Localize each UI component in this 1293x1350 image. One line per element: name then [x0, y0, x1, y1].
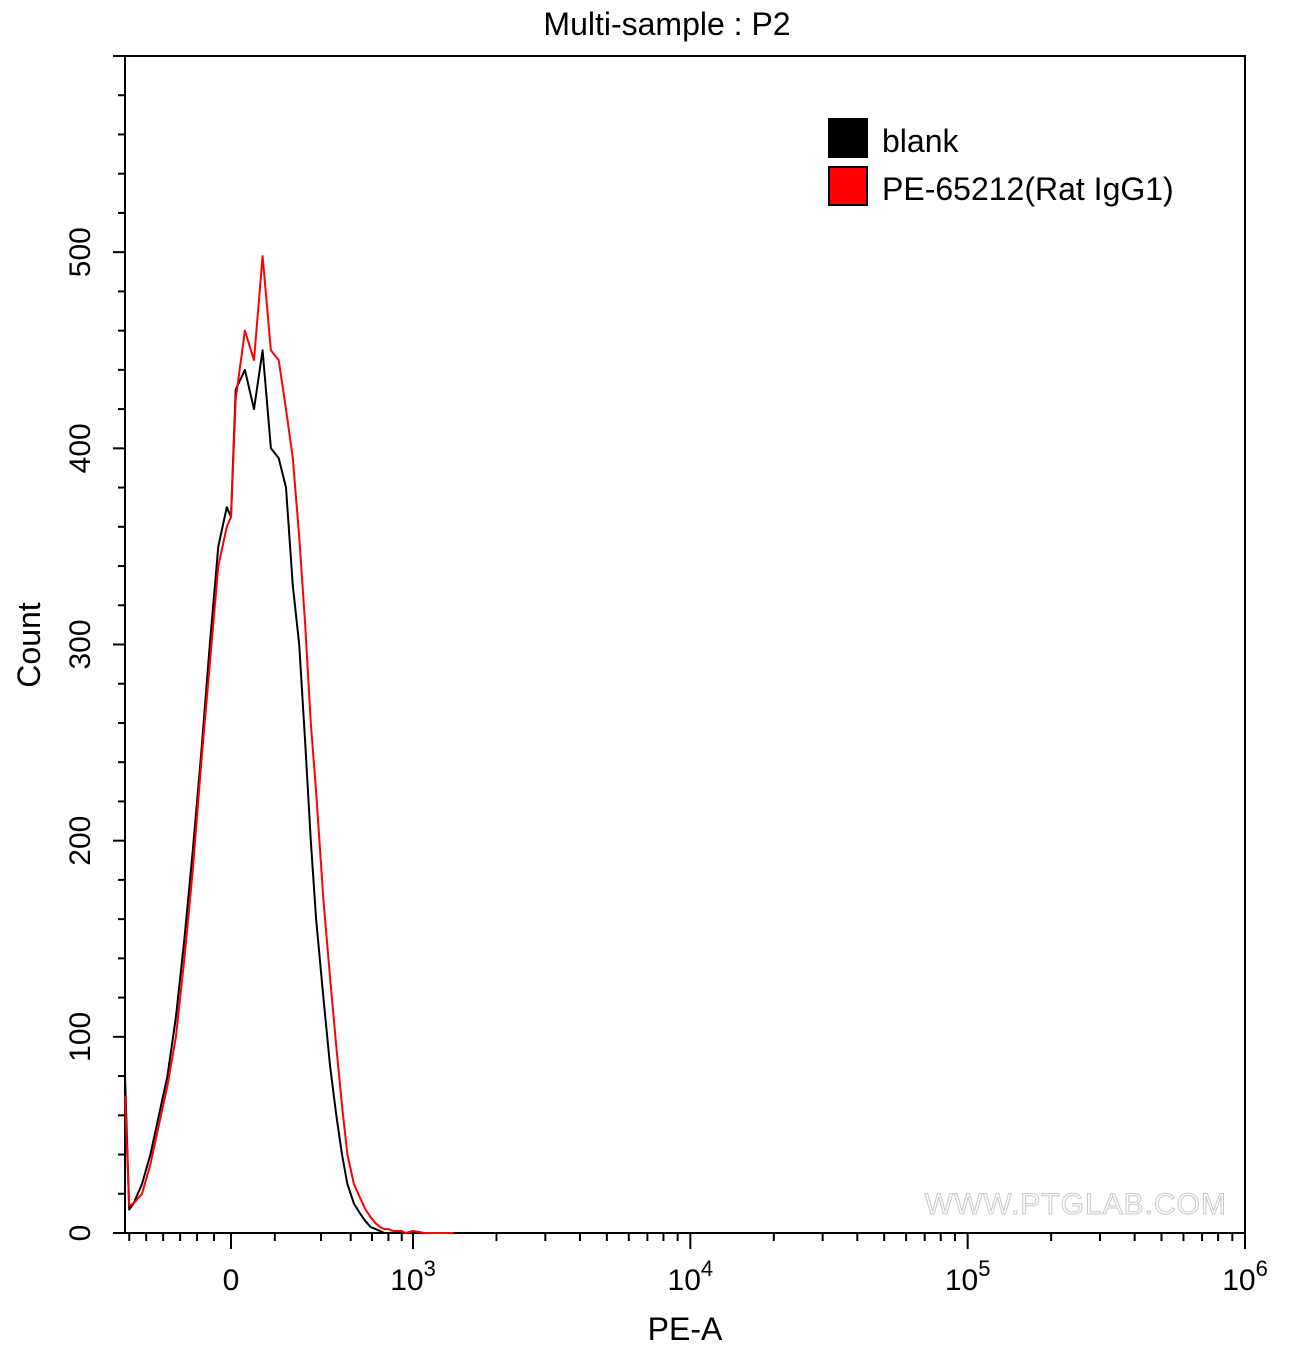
legend-label-pe: PE-65212(Rat IgG1)	[882, 171, 1174, 207]
x-tick-label: 103	[390, 1256, 436, 1297]
y-axis-label: Count	[11, 602, 47, 688]
series-line-1	[124, 255, 454, 1234]
legend-swatch-blank	[828, 118, 868, 158]
y-tick-label: 500	[64, 227, 97, 277]
x-tick-label: 0	[223, 1264, 240, 1297]
series-line-0	[124, 349, 406, 1234]
x-tick-label: 106	[1222, 1256, 1268, 1297]
legend-label-blank: blank	[882, 123, 960, 159]
legend: blank PE-65212(Rat IgG1)	[828, 118, 1174, 207]
y-axis: 0 100 200 300 400 500	[64, 55, 125, 1242]
y-tick-label: 100	[64, 1012, 97, 1062]
x-tick-label: 105	[945, 1256, 991, 1297]
series-layer	[124, 255, 454, 1234]
x-tick-label: 104	[668, 1256, 714, 1297]
chart-title: Multi-sample : P2	[543, 6, 790, 42]
y-tick-label: 400	[64, 423, 97, 473]
x-axis-label: PE-A	[648, 1311, 723, 1347]
watermark: WWW.PTGLAB.COM	[925, 1188, 1227, 1221]
y-tick-label: 200	[64, 816, 97, 866]
legend-swatch-pe	[828, 166, 868, 206]
x-axis: 0 103 104 105 106	[128, 1233, 1268, 1297]
y-tick-label: 300	[64, 619, 97, 669]
plot-frame	[124, 55, 1246, 1234]
y-tick-label: 0	[64, 1225, 97, 1242]
